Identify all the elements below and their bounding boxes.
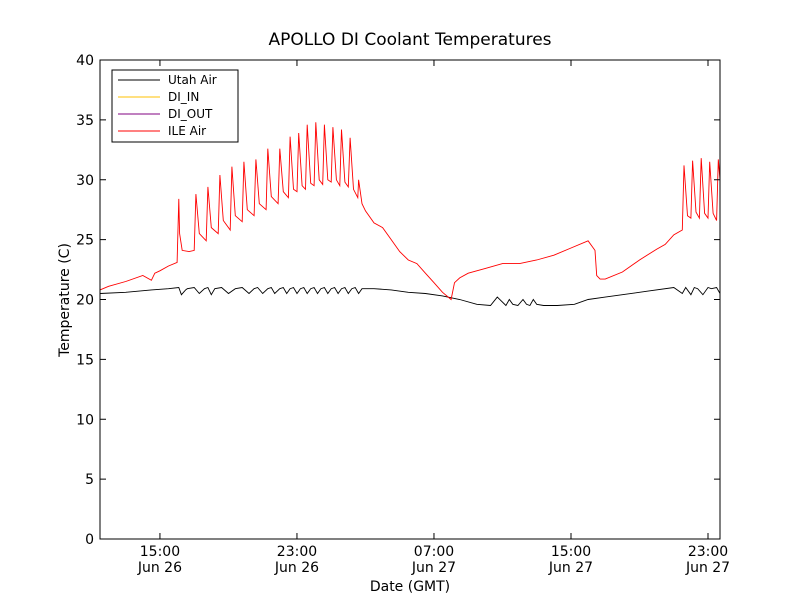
- legend-label-ile-air: ILE Air: [168, 124, 206, 138]
- y-tick-label: 20: [76, 293, 94, 309]
- legend-box: [111, 69, 239, 143]
- x-tick-label-time: 15:00: [140, 544, 180, 560]
- series-line-utah-air: [99, 286, 721, 307]
- y-tick-label: 40: [76, 53, 94, 69]
- x-tick-label-date: Jun 26: [137, 560, 182, 576]
- y-axis-label: Temperature (C): [57, 243, 73, 358]
- y-tick-label: 30: [76, 173, 94, 189]
- x-tick-label-date: Jun 27: [685, 560, 730, 576]
- x-tick-label-time: 23:00: [688, 544, 728, 560]
- y-axis: 0 5 10 15 20 25 30 35 40: [76, 53, 720, 548]
- x-tick-label-time: 23:00: [277, 544, 317, 560]
- x-tick-label-date: Jun 27: [548, 560, 593, 576]
- y-tick-label: 25: [76, 233, 94, 249]
- y-tick-label: 10: [76, 412, 94, 428]
- legend-label-di-out: DI_OUT: [168, 107, 213, 121]
- legend-label-utah-air: Utah Air: [168, 73, 217, 87]
- chart-title: APOLLO DI Coolant Temperatures: [268, 30, 551, 50]
- y-tick-label: 35: [76, 113, 94, 129]
- y-tick-label: 5: [85, 472, 94, 488]
- legend: Utah Air DI_IN DI_OUT ILE Air: [111, 69, 239, 143]
- legend-label-di-in: DI_IN: [168, 90, 199, 104]
- x-tick-label-time: 07:00: [414, 544, 454, 560]
- x-tick-label-date: Jun 27: [411, 560, 456, 576]
- y-tick-label: 15: [76, 352, 94, 368]
- x-axis-label: Date (GMT): [370, 579, 450, 595]
- x-tick-label-date: Jun 26: [274, 560, 319, 576]
- plot-lines: [99, 122, 721, 307]
- y-tick-label: 0: [85, 532, 94, 548]
- x-tick-label-time: 15:00: [551, 544, 591, 560]
- series-line-ile-air: [99, 122, 721, 301]
